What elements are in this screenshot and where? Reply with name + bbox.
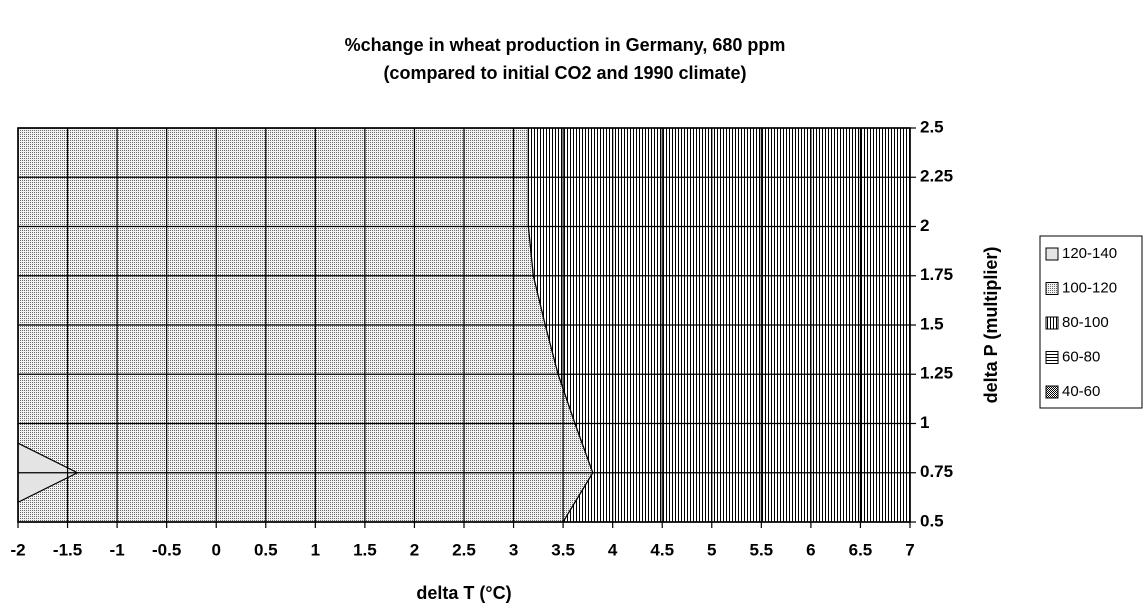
y-tick-label: 1.25 xyxy=(920,364,953,383)
x-tick-label: 6.5 xyxy=(849,540,873,559)
y-tick-label: 1 xyxy=(920,413,929,432)
y-axis-label: delta P (multiplier) xyxy=(981,247,1001,404)
legend-label: 100-120 xyxy=(1062,279,1117,296)
x-tick-label: -0.5 xyxy=(152,540,181,559)
legend-swatch xyxy=(1045,316,1059,330)
y-tick-label: 0.75 xyxy=(920,462,953,481)
legend-label: 80-100 xyxy=(1062,314,1109,331)
legend-swatch xyxy=(1045,351,1059,364)
legend: 120-140 100-120 80-100 60-80 40-60 xyxy=(1045,245,1117,400)
plot-frame xyxy=(17,127,911,523)
x-tick-label: -1 xyxy=(110,540,125,559)
x-tick-label: 4 xyxy=(608,540,618,559)
x-axis-label: delta T (°C) xyxy=(416,583,511,603)
x-tick-label: 2 xyxy=(410,540,419,559)
x-tick-label: 1 xyxy=(311,540,320,559)
x-tick-label: 2.5 xyxy=(452,540,476,559)
plot-area: -2 -1.5 -1 -0.5 0 0.5 1 1.5 2 2.5 3 3.5 4 4.5 5 5.5 6 6.5… xyxy=(10,117,953,559)
x-tick-label: -1.5 xyxy=(53,540,82,559)
legend-label: 40-60 xyxy=(1062,383,1100,400)
y-tick-label: 2.25 xyxy=(920,167,953,186)
x-tick-label: 0.5 xyxy=(254,540,278,559)
x-tick-label: 7 xyxy=(905,540,914,559)
x-tick-label: -2 xyxy=(10,540,25,559)
legend-swatch xyxy=(1045,282,1059,295)
x-tick-label: 3.5 xyxy=(551,540,575,559)
y-tick-label: 0.5 xyxy=(920,511,944,530)
legend-swatch xyxy=(1045,247,1059,261)
x-tick-label: 3 xyxy=(509,540,518,559)
y-tick-label: 1.75 xyxy=(920,265,953,284)
x-tick-label: 1.5 xyxy=(353,540,377,559)
y-tick-label: 2.5 xyxy=(920,117,944,136)
x-tick-label: 5 xyxy=(707,540,716,559)
chart-subtitle: (compared to initial CO2 and 1990 climat… xyxy=(383,63,746,83)
y-tick-label: 1.5 xyxy=(920,314,944,333)
x-tick-label: 5.5 xyxy=(750,540,774,559)
legend-label: 60-80 xyxy=(1062,348,1100,365)
x-tick-label: 6 xyxy=(806,540,815,559)
chart-title: %change in wheat production in Germany, … xyxy=(345,35,786,55)
legend-label: 120-140 xyxy=(1062,245,1117,262)
y-tick-label: 2 xyxy=(920,216,929,235)
x-tick-label: 4.5 xyxy=(650,540,674,559)
x-tick-label: 0 xyxy=(211,540,220,559)
legend-swatch xyxy=(1045,385,1059,399)
